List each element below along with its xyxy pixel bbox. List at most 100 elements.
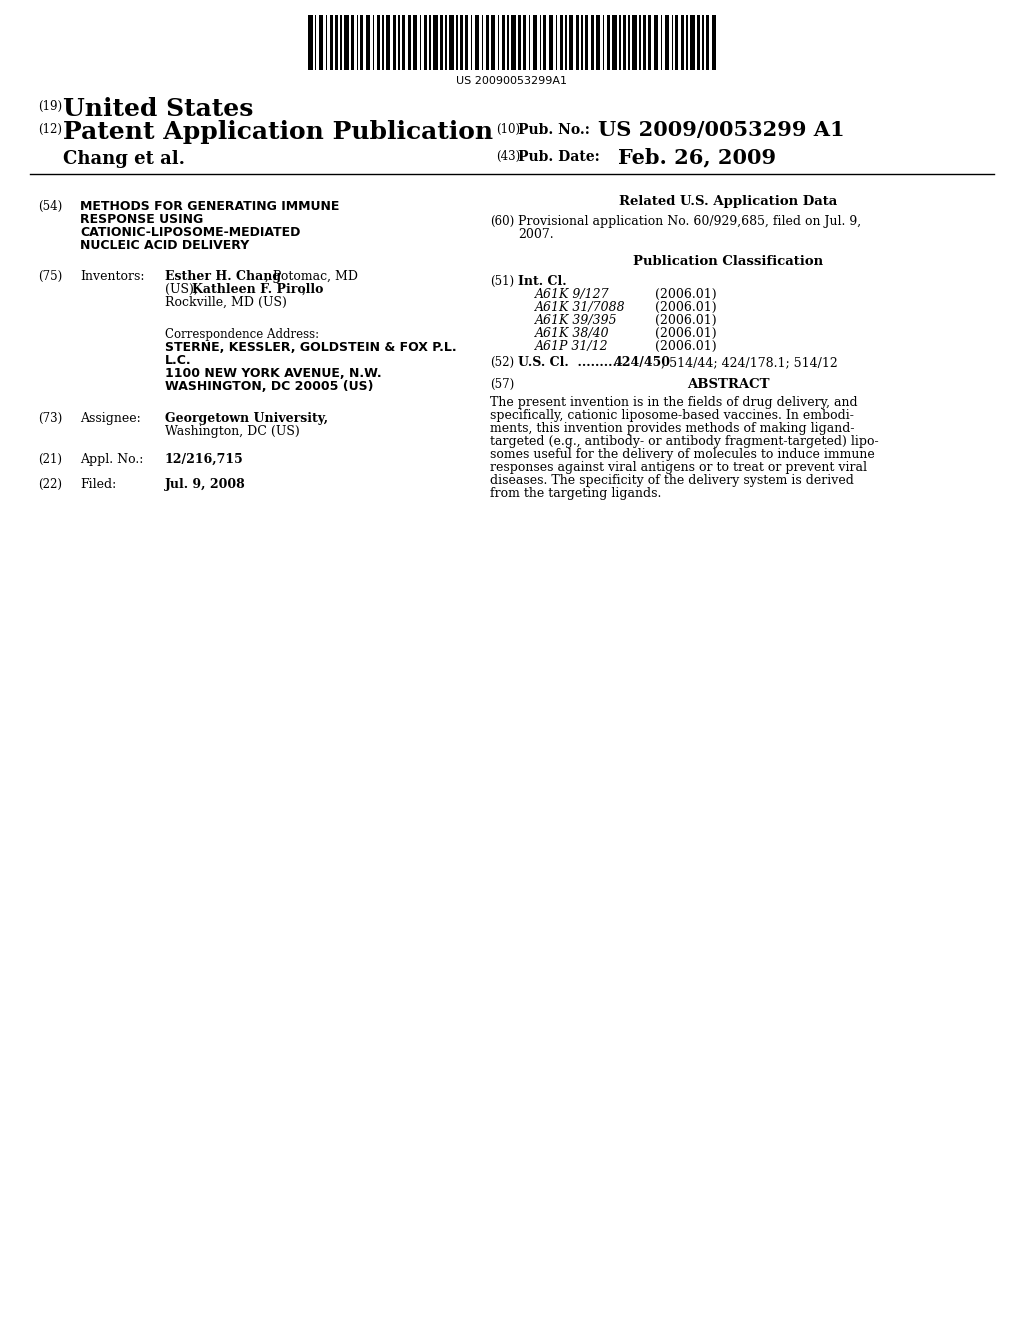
Bar (398, 15, 399, 70)
Bar (475, 15, 479, 70)
Text: (2006.01): (2006.01) (655, 288, 717, 301)
Text: specifically, cationic liposome-based vaccines. In embodi-: specifically, cationic liposome-based va… (490, 409, 854, 422)
Bar (340, 15, 342, 70)
Bar (585, 15, 588, 70)
Bar (575, 15, 579, 70)
Bar (366, 15, 371, 70)
Text: NUCLEIC ACID DELIVERY: NUCLEIC ACID DELIVERY (80, 239, 249, 252)
Text: Inventors:: Inventors: (80, 271, 144, 282)
Bar (632, 15, 637, 70)
Text: Rockville, MD (US): Rockville, MD (US) (165, 296, 287, 309)
Text: Washington, DC (US): Washington, DC (US) (165, 425, 300, 438)
Bar (344, 15, 349, 70)
Text: 1100 NEW YORK AVENUE, N.W.: 1100 NEW YORK AVENUE, N.W. (165, 367, 382, 380)
Text: Chang et al.: Chang et al. (63, 150, 185, 168)
Bar (556, 15, 557, 70)
Text: 424/450: 424/450 (613, 356, 670, 370)
Bar (460, 15, 463, 70)
Bar (413, 15, 418, 70)
Text: (2006.01): (2006.01) (655, 301, 717, 314)
Text: METHODS FOR GENERATING IMMUNE: METHODS FOR GENERATING IMMUNE (80, 201, 339, 213)
Text: A61K 31/7088: A61K 31/7088 (535, 301, 626, 314)
Text: (12): (12) (38, 123, 62, 136)
Bar (408, 15, 411, 70)
Text: Provisional application No. 60/929,685, filed on Jul. 9,: Provisional application No. 60/929,685, … (518, 215, 861, 228)
Bar (591, 15, 594, 70)
Bar (544, 15, 547, 70)
Bar (681, 15, 684, 70)
Text: Esther H. Chang: Esther H. Chang (165, 271, 282, 282)
Bar (386, 15, 390, 70)
Text: (57): (57) (490, 378, 514, 391)
Bar (308, 15, 312, 70)
Text: Assignee:: Assignee: (80, 412, 140, 425)
Bar (433, 15, 437, 70)
Bar (676, 15, 679, 70)
Text: Patent Application Publication: Patent Application Publication (63, 120, 494, 144)
Text: (2006.01): (2006.01) (655, 341, 717, 352)
Text: , Potomac, MD: , Potomac, MD (265, 271, 358, 282)
Bar (596, 15, 600, 70)
Bar (360, 15, 364, 70)
Bar (377, 15, 380, 70)
Text: CATIONIC-LIPOSOME-MEDIATED: CATIONIC-LIPOSOME-MEDIATED (80, 226, 300, 239)
Bar (607, 15, 610, 70)
Text: A61K 39/395: A61K 39/395 (535, 314, 617, 327)
Bar (402, 15, 406, 70)
Bar (665, 15, 670, 70)
Bar (603, 15, 604, 70)
Text: ; 514/44; 424/178.1; 514/12: ; 514/44; 424/178.1; 514/12 (662, 356, 838, 370)
Bar (660, 15, 663, 70)
Bar (639, 15, 641, 70)
Bar (629, 15, 630, 70)
Text: (22): (22) (38, 478, 62, 491)
Bar (373, 15, 375, 70)
Bar (315, 15, 316, 70)
Text: Feb. 26, 2009: Feb. 26, 2009 (618, 147, 776, 168)
Bar (565, 15, 566, 70)
Text: (2006.01): (2006.01) (655, 314, 717, 327)
Text: (60): (60) (490, 215, 514, 228)
Text: A61P 31/12: A61P 31/12 (535, 341, 608, 352)
Text: (10): (10) (496, 123, 520, 136)
Bar (466, 15, 469, 70)
Text: US 20090053299A1: US 20090053299A1 (457, 77, 567, 86)
Bar (623, 15, 626, 70)
Bar (429, 15, 431, 70)
Bar (393, 15, 396, 70)
Bar (612, 15, 616, 70)
Text: US 2009/0053299 A1: US 2009/0053299 A1 (598, 120, 845, 140)
Bar (528, 15, 530, 70)
Bar (445, 15, 446, 70)
Bar (507, 15, 509, 70)
Bar (498, 15, 500, 70)
Text: Related U.S. Application Data: Related U.S. Application Data (618, 195, 838, 209)
Bar (518, 15, 521, 70)
Text: (43): (43) (496, 150, 520, 162)
Bar (330, 15, 333, 70)
Bar (481, 15, 483, 70)
Bar (490, 15, 496, 70)
Bar (382, 15, 384, 70)
Bar (424, 15, 427, 70)
Bar (582, 15, 583, 70)
Bar (532, 15, 538, 70)
Bar (471, 15, 472, 70)
Bar (502, 15, 505, 70)
Text: Publication Classification: Publication Classification (633, 255, 823, 268)
Bar (707, 15, 710, 70)
Text: (51): (51) (490, 275, 514, 288)
Text: ments, this invention provides methods of making ligand-: ments, this invention provides methods o… (490, 422, 854, 436)
Text: (52): (52) (490, 356, 514, 370)
Bar (654, 15, 658, 70)
Text: Pub. No.:: Pub. No.: (518, 123, 590, 137)
Bar (697, 15, 700, 70)
Text: (US);: (US); (165, 282, 202, 296)
Bar (356, 15, 358, 70)
Bar (485, 15, 488, 70)
Text: RESPONSE USING: RESPONSE USING (80, 213, 203, 226)
Text: STERNE, KESSLER, GOLDSTEIN & FOX P.L.: STERNE, KESSLER, GOLDSTEIN & FOX P.L. (165, 341, 457, 354)
Bar (690, 15, 694, 70)
Text: United States: United States (63, 96, 253, 121)
Text: U.S. Cl.  ..........: U.S. Cl. .......... (518, 356, 622, 370)
